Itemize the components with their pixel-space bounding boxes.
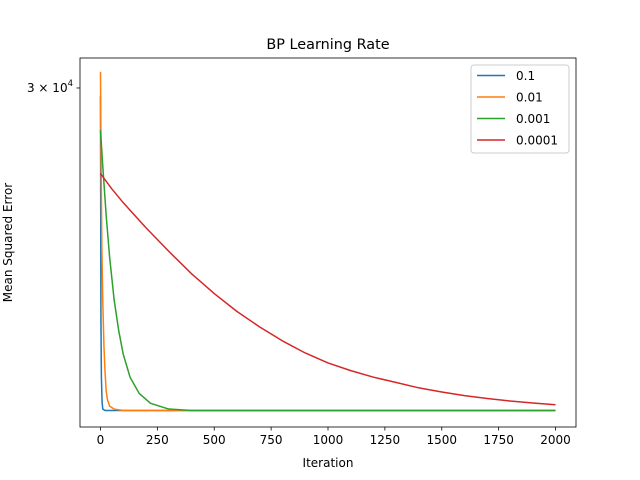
plot-lines: [99, 71, 556, 412]
x-tick-label: 250: [146, 433, 169, 447]
x-tick-label: 1500: [426, 433, 457, 447]
x-tick-label: 1750: [483, 433, 514, 447]
chart-title: BP Learning Rate: [266, 37, 389, 53]
legend-label-2: 0.001: [516, 112, 550, 126]
x-tick-label: 1250: [370, 433, 401, 447]
x-axis-label: Iteration: [303, 456, 354, 470]
x-tick-label: 750: [260, 433, 283, 447]
legend-label-1: 0.01: [516, 91, 543, 105]
x-tick-label: 500: [203, 433, 226, 447]
y-axis: 3 × 104: [27, 79, 80, 95]
x-tick-label: 0: [97, 433, 105, 447]
x-tick-label: 2000: [540, 433, 571, 447]
legend-label-0: 0.1: [516, 69, 535, 83]
series-line-3: [99, 173, 556, 406]
y-tick-label: 3 × 104: [27, 79, 73, 95]
x-tick-label: 1000: [313, 433, 344, 447]
x-axis: 0 250 500 750 1000 1250 1500 1750 2000: [97, 427, 571, 447]
series-line-2: [99, 130, 556, 412]
legend: 0.1 0.01 0.001 0.0001: [470, 64, 570, 154]
legend-label-3: 0.0001: [516, 134, 558, 148]
y-axis-label: Mean Squared Error: [1, 183, 15, 303]
legend-box: [470, 64, 570, 154]
